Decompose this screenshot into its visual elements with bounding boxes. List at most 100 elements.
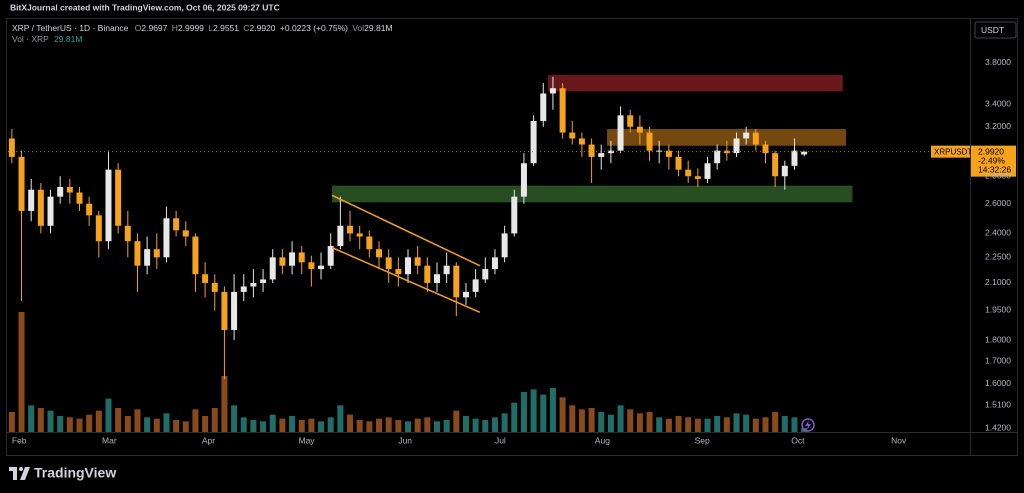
x-tick-label: Feb — [12, 435, 27, 445]
volume-bar — [76, 418, 83, 432]
candle-body — [482, 269, 489, 280]
y-tick-label: 1.8000 — [985, 334, 1011, 344]
candle-body — [318, 265, 325, 270]
y-tick-label: 2.6000 — [985, 198, 1011, 208]
volume-bar — [105, 398, 112, 432]
volume-bar — [762, 417, 769, 432]
candle-body — [385, 257, 392, 270]
candle-body — [105, 169, 112, 242]
candle-body — [665, 150, 672, 157]
y-tick-label: 3.8000 — [985, 57, 1011, 67]
volume-bar — [366, 421, 373, 432]
price-tag-price: 2.9920 — [978, 146, 1004, 156]
y-tick-label: 2.8000 — [985, 170, 1011, 180]
volume-bar — [569, 405, 576, 432]
volume-bar — [47, 410, 54, 432]
volume-bar — [646, 412, 653, 432]
candle-body — [163, 218, 170, 258]
candle-body — [231, 291, 238, 330]
volume-key: Vol · XRP — [12, 34, 49, 44]
volume-bar — [260, 421, 267, 432]
attribution: BitXJournal created with TradingView.com… — [10, 2, 280, 12]
legend-key: L — [208, 23, 213, 33]
candle-body — [569, 132, 576, 139]
y-tick-label: 1.4200 — [985, 422, 1011, 432]
candle-body — [182, 230, 189, 237]
candle-body — [279, 257, 286, 266]
volume-bar — [8, 412, 15, 432]
candle-body — [57, 186, 64, 197]
price-tag-change: -2.49% — [978, 155, 1005, 165]
volume-bar — [752, 418, 759, 432]
volume-bar — [385, 417, 392, 432]
candle-body — [405, 257, 412, 275]
volume-bar — [57, 416, 64, 432]
volume-bar — [240, 417, 247, 432]
candle-body — [491, 257, 498, 270]
legend-key: H — [172, 23, 178, 33]
frame — [6, 18, 1018, 456]
logo-mark — [9, 467, 17, 480]
candle-body — [76, 192, 83, 204]
volume-bar — [37, 408, 44, 432]
volume-bar — [578, 409, 585, 432]
candle-body — [173, 218, 180, 231]
volume-bar — [395, 420, 402, 432]
candle-body — [646, 132, 653, 151]
volume-bar — [231, 405, 238, 432]
candle-body — [540, 93, 547, 121]
candle-body — [781, 165, 788, 177]
legend-key: O — [135, 23, 142, 33]
volume-bar — [723, 417, 730, 432]
volume-bar — [308, 418, 315, 432]
candle-body — [298, 252, 305, 263]
volume-bar — [491, 417, 498, 432]
volume-bar — [433, 421, 440, 432]
candle-body — [66, 186, 73, 193]
candle-body — [462, 291, 469, 298]
volume-value: 29.81M — [54, 34, 82, 44]
candle-body — [723, 150, 730, 154]
event-icon[interactable] — [801, 418, 815, 432]
volume-bar — [269, 414, 276, 432]
candle-body — [95, 215, 102, 242]
zone — [548, 74, 843, 92]
candle-body — [124, 225, 131, 242]
currency-label[interactable]: USDT — [981, 25, 1004, 35]
symbol-tag — [931, 145, 970, 158]
x-tick-label: Jun — [398, 435, 412, 445]
legend-value: 2.9551 — [213, 23, 239, 33]
legend-change: +0.0223 (+0.75%) — [280, 23, 348, 33]
volume-bar — [598, 412, 605, 432]
trend-line — [331, 194, 481, 267]
volume-bar — [482, 420, 489, 432]
candle-body — [395, 269, 402, 275]
candle-body — [366, 236, 373, 250]
volume-bar — [559, 397, 566, 432]
volume-bar — [588, 408, 595, 432]
candle-body — [308, 262, 315, 270]
volume-bar — [86, 414, 93, 432]
volume-bar — [192, 409, 199, 432]
candle-body — [733, 138, 740, 154]
volume-bar — [144, 417, 151, 432]
candle-body — [28, 189, 35, 211]
candle-body — [86, 203, 93, 216]
candle-body — [801, 151, 808, 155]
candle-body — [520, 163, 527, 197]
legend-key: C — [243, 23, 249, 33]
x-tick-label: Nov — [891, 435, 907, 445]
volume-bar — [250, 420, 257, 432]
volume-bar — [694, 418, 701, 432]
overlay: XRPUSDT 2.9920-2.49%14:32:26 — [931, 145, 1016, 177]
candle-body — [598, 153, 605, 157]
volume-bar — [501, 413, 508, 432]
volume-bar — [530, 389, 537, 432]
footer-logo — [9, 467, 30, 480]
volume-bar — [279, 418, 286, 432]
volume-bar — [327, 417, 334, 432]
currency-button[interactable] — [974, 21, 1017, 39]
y-tick-label: 1.9500 — [985, 305, 1011, 315]
volume-bar — [781, 416, 788, 432]
